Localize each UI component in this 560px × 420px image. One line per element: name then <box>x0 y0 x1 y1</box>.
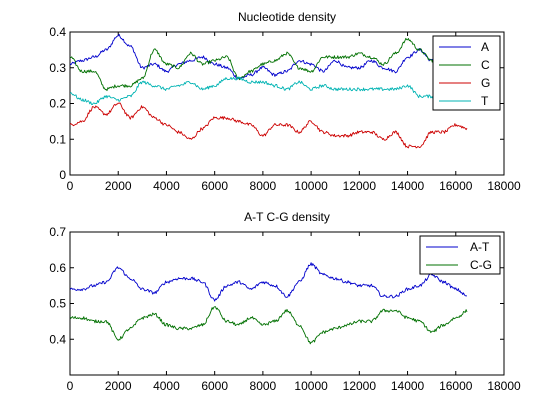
chart-1-series-group <box>70 262 468 345</box>
chart-0-series-line-t <box>70 76 439 105</box>
chart-0-x-tick-label: 4000 <box>153 179 180 193</box>
chart-1-x-tick-label: 14000 <box>391 379 425 393</box>
chart-1-x-tick-label: 6000 <box>201 379 228 393</box>
chart-0-y-tick-label: 0 <box>59 168 66 182</box>
chart-1-x-tick-label: 4000 <box>153 379 180 393</box>
chart-0-series-line-g <box>70 102 468 149</box>
chart-0-series-group <box>70 33 468 149</box>
chart-0-x-tick-label: 0 <box>67 179 74 193</box>
chart-1-y-tick-label: 0.7 <box>49 225 66 239</box>
nucleotide-density-chart: Nucleotide density 0 2000 4000 6000 8000 10000… <box>49 10 521 193</box>
chart-1-x-tick-label: 8000 <box>250 379 277 393</box>
chart-1-title: A-T C-G density <box>244 210 330 224</box>
chart-0-x-tick-label: 8000 <box>250 179 277 193</box>
chart-1-x-tick-label: 12000 <box>343 379 377 393</box>
chart-0-x-tick-label: 2000 <box>105 179 132 193</box>
chart-0-y-tick-label: 0.4 <box>49 25 66 39</box>
chart-0-x-tick-label: 12000 <box>343 179 377 193</box>
chart-0-legend-box <box>432 35 501 111</box>
chart-1-legend: A-T C-G <box>419 235 501 275</box>
chart-1-y-tick-label: 0.6 <box>49 261 66 275</box>
chart-0-x-tick-label: 18000 <box>487 179 521 193</box>
chart-0-plot-area <box>69 31 505 176</box>
chart-0-x-tick-label: 14000 <box>391 179 425 193</box>
chart-0-y-tick-label: 0.3 <box>49 61 66 75</box>
chart-1-x-tick-label: 0 <box>67 379 74 393</box>
chart-0-x-tick-label: 6000 <box>201 179 228 193</box>
chart-1-y-tick-label: 0.4 <box>49 332 66 346</box>
chart-0-x-tick-label: 10000 <box>294 179 328 193</box>
chart-1-series-line-a-t <box>70 262 468 302</box>
chart-0-legend-label: A <box>481 40 489 54</box>
chart-0-x-tick-label: 16000 <box>439 179 473 193</box>
chart-0-series-line-a <box>70 33 439 80</box>
chart-0-y-tick-label: 0.2 <box>49 97 66 111</box>
chart-1-legend-label: C-G <box>470 258 492 272</box>
chart-1-x-tick-label: 16000 <box>439 379 473 393</box>
chart-0-series-line-c <box>70 37 439 92</box>
chart-0-y-tick-label: 0.1 <box>49 132 66 146</box>
chart-1-series-line-c-g <box>70 306 468 345</box>
chart-1-x-tick-label: 18000 <box>487 379 521 393</box>
chart-0-title: Nucleotide density <box>238 10 336 24</box>
chart-0-legend-label: T <box>481 94 489 108</box>
chart-1-legend-label: A-T <box>470 240 490 254</box>
chart-1-y-tick-label: 0.5 <box>49 297 66 311</box>
at-cg-density-chart: A-T C-G density 0 2000 4000 6000 8000 10000 120… <box>49 210 521 393</box>
chart-0-legend-label: C <box>481 58 490 72</box>
chart-1-x-tick-label: 2000 <box>105 379 132 393</box>
chart-0-legend-label: G <box>481 76 490 90</box>
chart-1-x-tick-label: 10000 <box>294 379 328 393</box>
chart-1-legend-box <box>419 235 501 275</box>
